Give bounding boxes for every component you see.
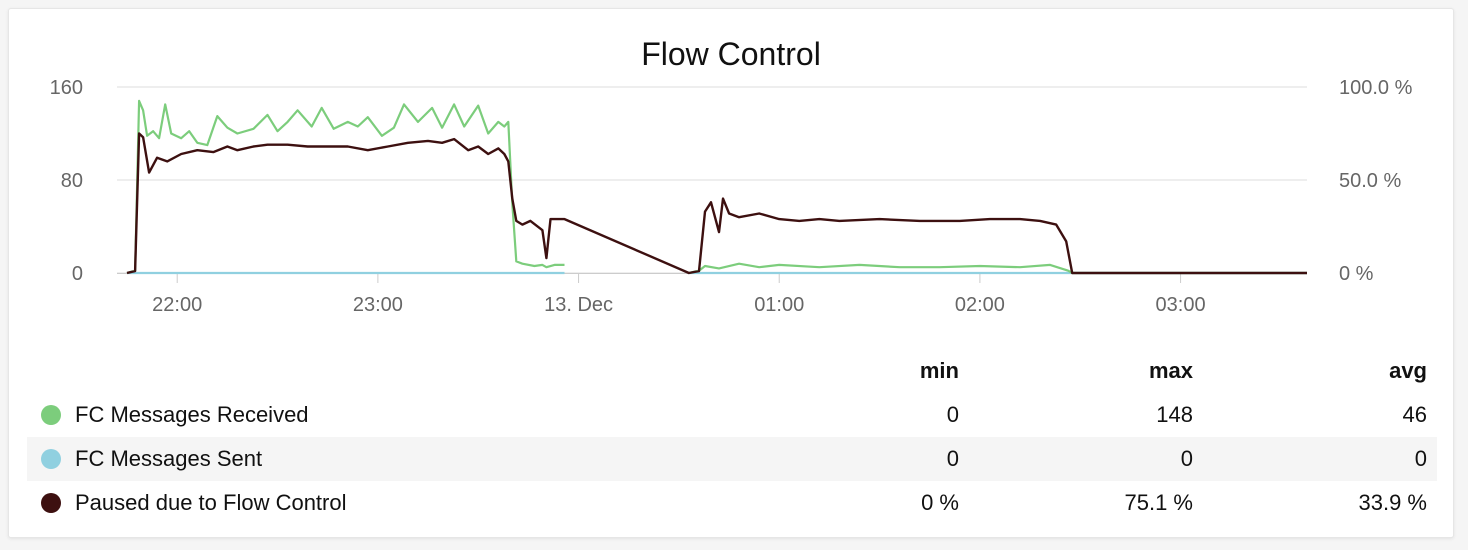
legend-avg-value: 0 [1414,446,1427,471]
x-tick-label: 01:00 [754,294,804,316]
legend-row-fc-sent[interactable]: FC Messages Sent 0 0 0 [27,437,1437,481]
y-right-tick-label: 50.0 % [1339,170,1401,192]
legend-series-name: FC Messages Received [75,402,309,427]
x-tick-label: 13. Dec [544,294,613,316]
legend-min-value: 0 [946,446,959,471]
y-left-tick-label: 0 [72,263,83,285]
legend-avg-value: 33.9 % [1358,490,1428,515]
legend-min-value: 0 [946,402,959,427]
series-line-fc-messages-received-cont[interactable] [688,262,1307,275]
legend-row-paused[interactable]: Paused due to Flow Control 0 % 75.1 % 33… [27,481,1437,525]
legend-min-value: 0 % [921,490,959,515]
x-tick-label: 23:00 [353,294,403,316]
flow-control-panel: Flow Control 0 80 160 0 % 50.0 % 100.0 % 22:… [8,8,1454,538]
header-avg: avg [1389,358,1427,383]
legend-table: min max avg FC Messages Received 0 148 4… [27,349,1437,525]
legend-series-name: FC Messages Sent [75,446,263,471]
legend-max-value: 75.1 % [1124,490,1194,515]
y-left-tick-label: 160 [50,77,83,99]
header-max: max [1148,358,1193,383]
series-color-dot [41,449,61,469]
y-left-tick-label: 80 [61,170,83,192]
y-right-tick-label: 100.0 % [1339,77,1413,99]
legend-series-name: Paused due to Flow Control [75,490,347,515]
x-tick-label: 03:00 [1156,294,1206,316]
legend-max-value: 0 [1180,446,1193,471]
series-color-dot [41,493,61,513]
series-line-fc-messages-received[interactable] [126,99,565,275]
x-tick-label: 02:00 [955,294,1005,316]
series-color-dot [41,405,61,425]
legend-max-value: 148 [1156,402,1193,427]
legend-header: min max avg [27,349,1437,393]
legend-avg-value: 46 [1402,402,1427,427]
chart-title: Flow Control [641,36,821,72]
series-line-paused-due-to-flow-control[interactable] [126,132,1307,275]
header-min: min [919,358,959,383]
y-right-tick-label: 0 % [1339,263,1374,285]
x-tick-label: 22:00 [152,294,202,316]
legend-row-fc-received[interactable]: FC Messages Received 0 148 46 [27,393,1437,437]
flow-control-chart: Flow Control 0 80 160 0 % 50.0 % 100.0 % 22:… [50,36,1413,316]
